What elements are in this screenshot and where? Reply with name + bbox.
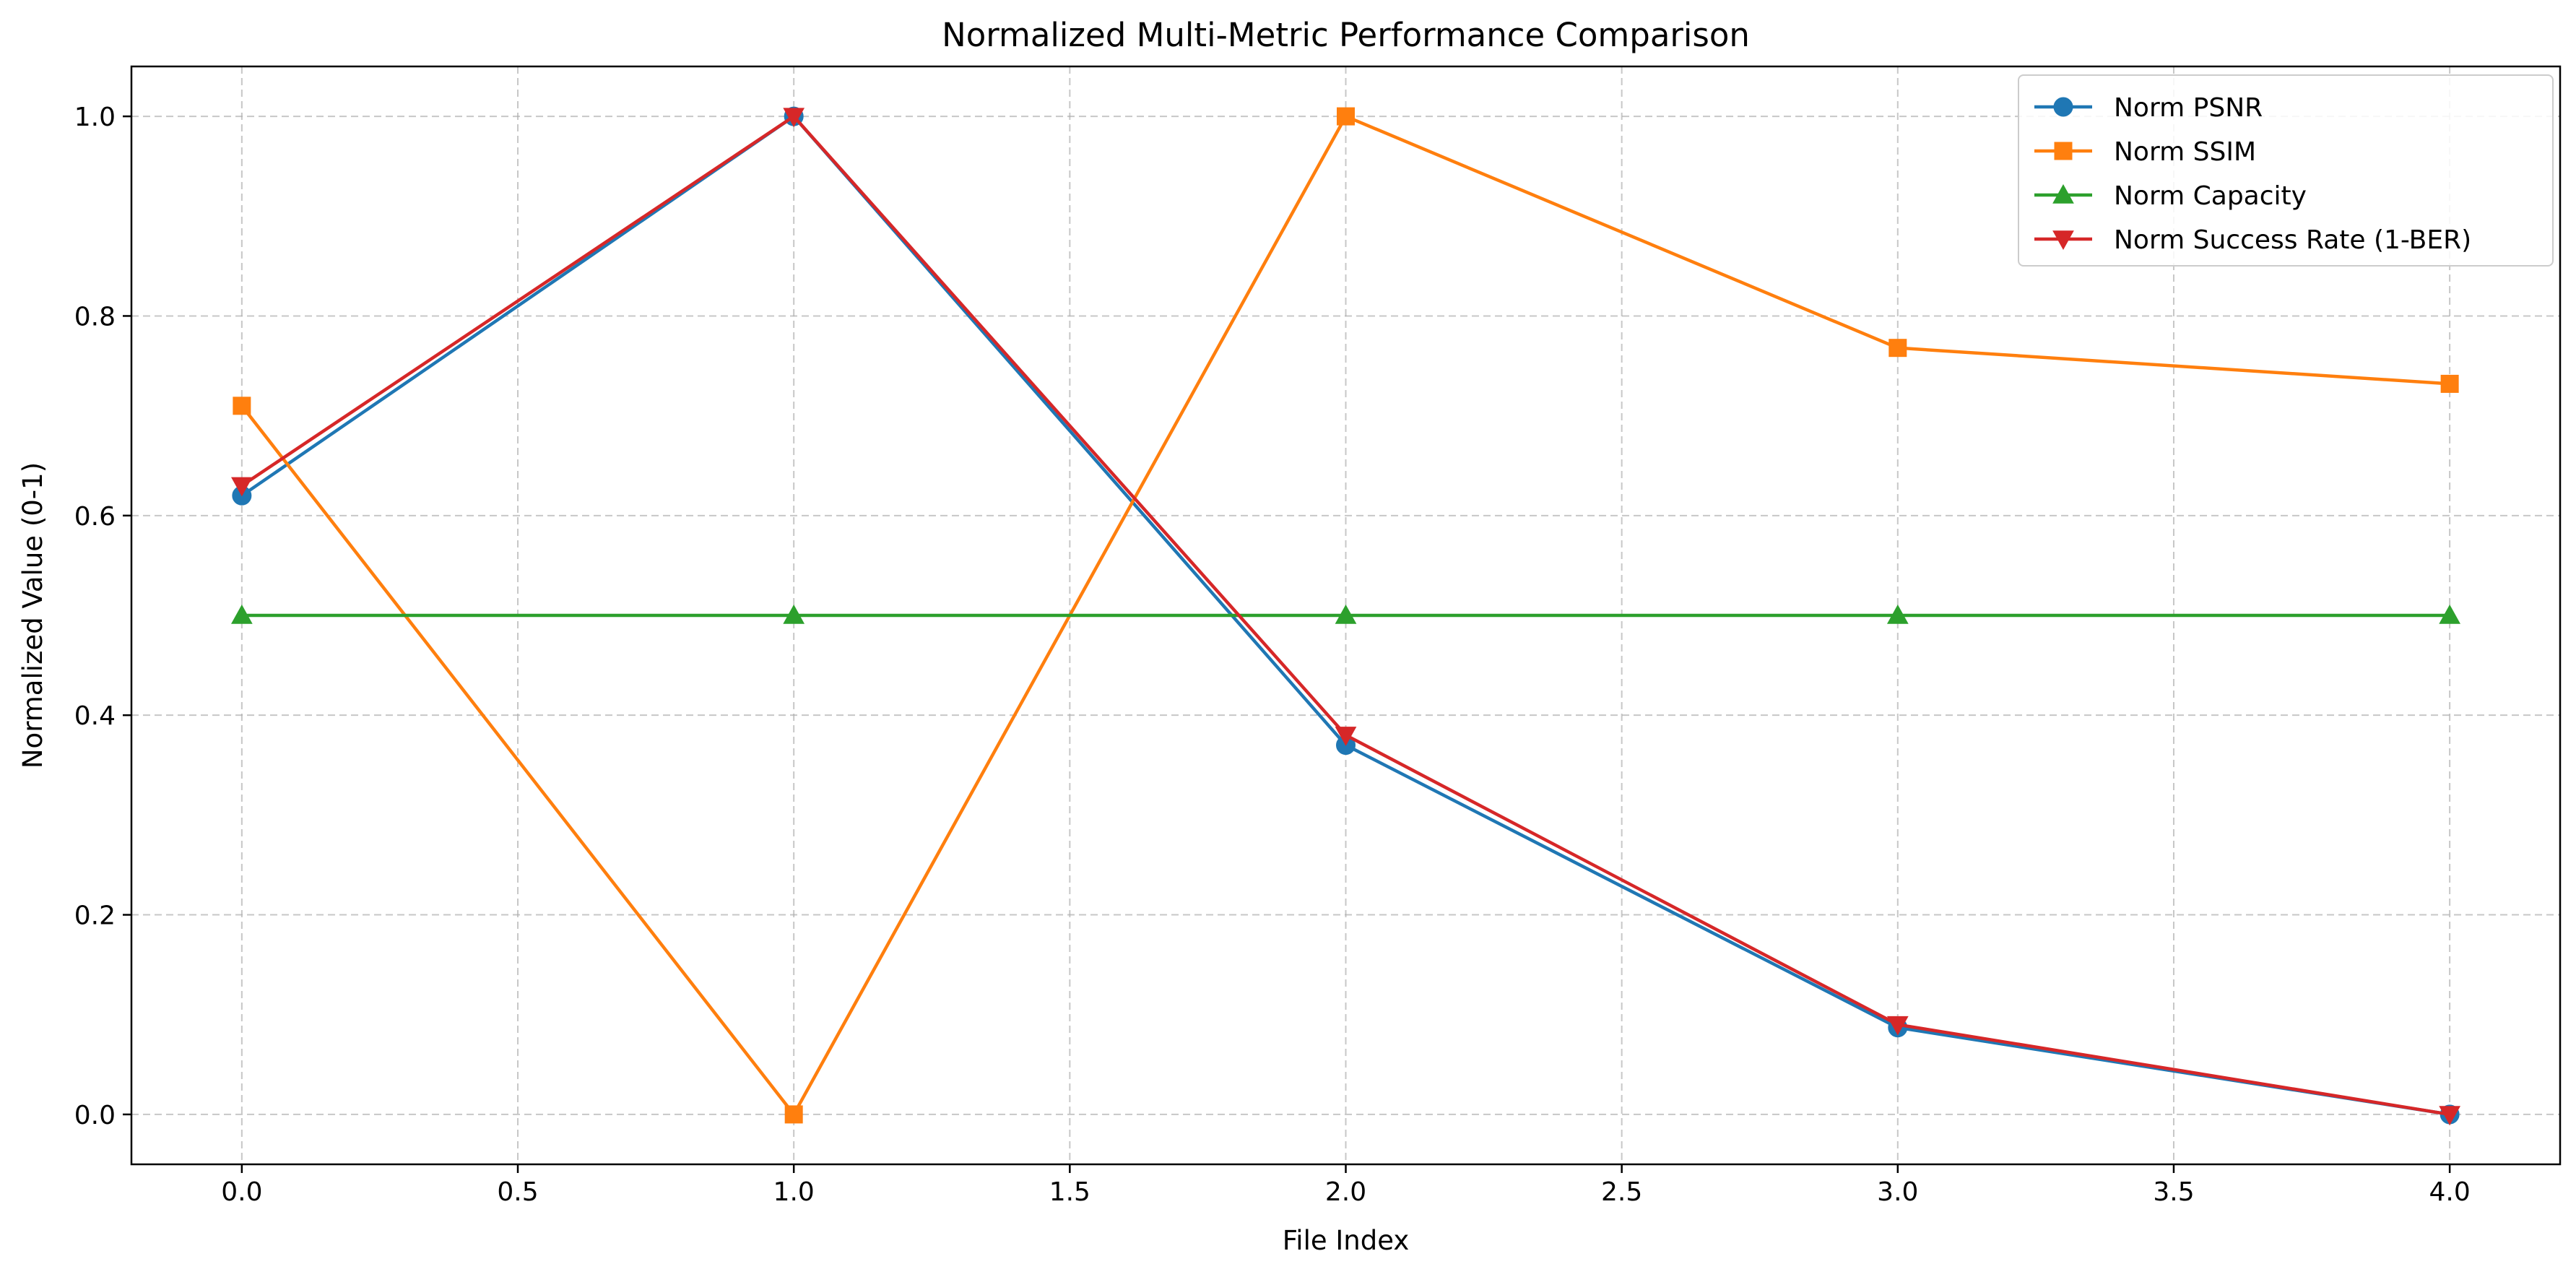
data-point bbox=[2440, 374, 2459, 393]
series-norm-success-rate-1-ber bbox=[231, 108, 2460, 1125]
y-tick-label: 0.0 bbox=[74, 1101, 116, 1130]
x-tick-label: 3.5 bbox=[2153, 1177, 2194, 1207]
legend-label: Norm Capacity bbox=[2114, 181, 2307, 211]
legend-item: Norm SSIM bbox=[2034, 137, 2256, 167]
x-tick-label: 1.5 bbox=[1049, 1177, 1090, 1207]
legend-marker bbox=[2052, 230, 2074, 251]
data-point bbox=[231, 604, 253, 624]
chart-title: Normalized Multi-Metric Performance Comp… bbox=[942, 16, 1750, 54]
legend-frame bbox=[2018, 74, 2554, 267]
y-tick-label: 0.6 bbox=[74, 502, 116, 532]
data-point bbox=[231, 477, 253, 497]
x-tick-label: 4.0 bbox=[2429, 1177, 2471, 1207]
x-tick-label: 2.0 bbox=[1325, 1177, 1366, 1207]
legend-marker bbox=[2052, 183, 2074, 204]
x-axis-label: File Index bbox=[1283, 1225, 1410, 1256]
legend-marker bbox=[2053, 97, 2073, 117]
legend-item: Norm PSNR bbox=[2034, 93, 2263, 123]
data-point bbox=[784, 1105, 803, 1124]
y-tick-label: 0.4 bbox=[74, 701, 116, 731]
data-point bbox=[783, 108, 805, 128]
x-tick-label: 2.5 bbox=[1601, 1177, 1642, 1207]
y-tick-label: 0.2 bbox=[74, 901, 116, 931]
legend-item: Norm Capacity bbox=[2034, 181, 2307, 211]
legend-label: Norm Success Rate (1-BER) bbox=[2114, 225, 2471, 255]
data-point bbox=[1888, 339, 1907, 358]
legend-marker bbox=[2054, 142, 2073, 160]
legend-label: Norm SSIM bbox=[2114, 137, 2256, 167]
series-norm-capacity bbox=[231, 604, 2460, 624]
data-point bbox=[1886, 1016, 1909, 1036]
legend-item: Norm Success Rate (1-BER) bbox=[2034, 225, 2471, 255]
series-norm-ssim bbox=[233, 107, 2459, 1124]
data-point bbox=[2439, 604, 2460, 624]
x-tick-label: 3.0 bbox=[1877, 1177, 1918, 1207]
axis-ticks: 0.0 0.5 1.0 1.5 2.0 2.5 3.0 3.5 4.0 0.0 0.2 0.4 0.6 0… bbox=[74, 103, 2471, 1207]
legend-label: Norm PSNR bbox=[2114, 93, 2263, 123]
y-tick-label: 1.0 bbox=[74, 103, 116, 132]
data-point bbox=[1335, 727, 1357, 746]
legend: Norm PSNR Norm SSIM Norm Capacity Norm Succ… bbox=[2018, 74, 2554, 267]
data-point bbox=[1337, 107, 1355, 126]
plot-series bbox=[231, 106, 2460, 1125]
data-point bbox=[2439, 1106, 2460, 1125]
y-axis-label: Normalized Value (0-1) bbox=[17, 462, 48, 769]
x-tick-label: 1.0 bbox=[773, 1177, 815, 1207]
data-point bbox=[1335, 604, 1357, 624]
data-point bbox=[1886, 604, 1909, 624]
y-tick-label: 0.8 bbox=[74, 302, 116, 332]
x-tick-label: 0.5 bbox=[497, 1177, 538, 1207]
x-tick-label: 0.0 bbox=[221, 1177, 262, 1207]
data-point bbox=[233, 397, 251, 415]
data-point bbox=[783, 604, 805, 624]
